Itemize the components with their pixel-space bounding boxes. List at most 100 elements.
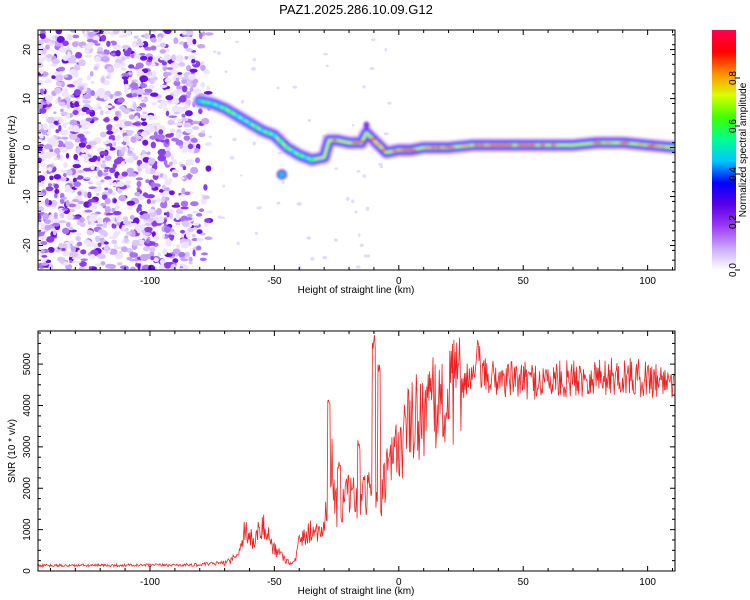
spectrogram-speckle xyxy=(188,261,193,265)
spectrogram-speckle xyxy=(159,258,165,265)
spectrogram-speckle xyxy=(46,236,55,243)
spectrogram-speckle xyxy=(62,55,69,61)
spectrogram-speckle xyxy=(203,90,213,95)
spectrogram-speckle xyxy=(151,220,159,227)
spectrogram-speckle xyxy=(199,257,207,261)
spectrogram-speckle xyxy=(69,260,73,264)
spectrogram-speckle xyxy=(54,116,61,120)
spectrogram-speckle xyxy=(96,156,101,162)
spectrogram-speckle xyxy=(58,101,66,107)
spectrogram-speckle xyxy=(133,35,139,39)
spectrogram-speckle xyxy=(167,99,172,103)
spectrogram-speckle xyxy=(148,84,155,90)
spectrogram-speckle xyxy=(189,87,194,92)
spectrogram-speckle xyxy=(159,42,166,48)
spectrogram-speckle xyxy=(146,151,151,156)
spectrogram-ytick-label: 10 xyxy=(22,93,33,105)
spectrogram-speckle xyxy=(153,257,159,263)
spectrogram-speckle xyxy=(184,251,190,258)
spectrogram-speckle xyxy=(362,85,366,89)
spectrogram-speckle xyxy=(39,135,44,139)
spectrogram-speckle xyxy=(115,123,124,128)
spectrogram-blob xyxy=(363,121,370,130)
spectrogram-speckle xyxy=(139,75,149,83)
spectrogram-ytick-label: -20 xyxy=(22,238,33,253)
spectrogram-speckle xyxy=(201,129,206,134)
colorbar-ticks: 0.0 0.2 0.4 0.6 0.8 xyxy=(728,71,740,277)
spectrogram-speckle xyxy=(66,112,71,119)
spectrogram-speckle xyxy=(84,54,93,58)
spectrogram-speckle xyxy=(47,183,53,187)
spectrogram-speckle xyxy=(41,257,48,262)
spectrogram-speckle xyxy=(50,63,58,67)
colorbar: 0.0 0.2 0.4 0.6 0.8 Normalized spectral ampl… xyxy=(712,30,749,277)
spectrogram-speckle xyxy=(112,30,120,35)
spectrogram-speckle xyxy=(325,64,329,68)
spectrogram-speckle xyxy=(159,264,165,270)
spectrogram-speckle xyxy=(125,146,129,153)
spectrogram-speckle xyxy=(83,130,91,135)
spectrogram-speckle xyxy=(66,214,74,221)
spectrogram-speckle xyxy=(359,243,364,248)
spectrogram-speckle xyxy=(178,95,187,103)
spectrogram-speckle xyxy=(121,56,126,61)
spectrogram-hotspot xyxy=(550,143,557,147)
spectrogram-speckle xyxy=(86,75,92,81)
spectrogram-speckle xyxy=(204,141,212,147)
spectrogram-speckle xyxy=(109,167,116,174)
spectrogram-speckle xyxy=(181,220,190,227)
spectrogram-speckle xyxy=(170,154,175,162)
spectrogram-speckle xyxy=(104,206,112,214)
spectrogram-speckle xyxy=(62,250,70,257)
spectrogram-speckle xyxy=(126,167,135,175)
spectrogram-speckle xyxy=(111,223,117,229)
spectrogram-speckle xyxy=(198,208,205,213)
spectrogram-speckle xyxy=(38,138,43,143)
spectrogram-speckle xyxy=(137,96,145,101)
spectrogram-speckle xyxy=(354,210,358,214)
spectrogram-speckle xyxy=(175,139,184,146)
spectrogram-speckle xyxy=(102,118,110,122)
spectrogram-speckle xyxy=(108,236,118,240)
spectrogram-speckle xyxy=(208,135,213,139)
colorbar-tick-label: 0.0 xyxy=(728,263,739,277)
spectrogram-speckle xyxy=(81,126,89,130)
spectrogram-speckle xyxy=(175,253,179,257)
spectrogram-hotspot xyxy=(646,144,658,147)
spectrogram-speckle xyxy=(93,35,100,42)
spectrogram-speckle xyxy=(57,96,62,104)
spectrogram-speckle xyxy=(128,64,135,69)
spectrogram-speckle xyxy=(159,84,168,88)
spectrogram-speckle xyxy=(40,200,46,206)
spectrogram-speckle xyxy=(65,221,71,228)
spectrogram-speckle xyxy=(73,89,82,97)
spectrogram-speckle xyxy=(125,180,132,185)
spectrogram-speckle xyxy=(104,241,109,245)
spectrogram-speckle xyxy=(94,263,102,267)
spectrogram-speckle xyxy=(60,136,69,140)
spectrogram-speckle xyxy=(181,85,188,93)
spectrogram-speckle xyxy=(72,34,80,39)
snr-series-line xyxy=(38,335,675,568)
spectrogram-speckle xyxy=(149,79,155,85)
spectrogram-speckle xyxy=(180,241,189,249)
spectrogram-blob xyxy=(278,171,285,178)
spectrogram-speckle xyxy=(145,179,150,183)
spectrogram-speckle xyxy=(137,204,142,209)
spectrogram-hotspot xyxy=(308,157,315,162)
spectrogram-speckle xyxy=(364,254,368,258)
spectrogram-speckle xyxy=(89,221,96,226)
spectrogram-speckle xyxy=(94,235,100,243)
spectrogram-hotspot xyxy=(283,145,290,150)
spectrogram-speckle xyxy=(157,154,167,162)
spectrogram-speckle xyxy=(146,127,156,132)
spectrogram-speckle xyxy=(72,110,79,116)
spectrogram-speckle xyxy=(104,187,109,191)
spectrogram-speckle xyxy=(276,86,280,90)
spectrogram-speckle xyxy=(121,44,130,50)
spectrogram-speckle xyxy=(131,40,139,48)
spectrogram-speckle xyxy=(131,53,135,59)
spectrogram-speckle xyxy=(83,191,88,198)
spectrogram-speckle xyxy=(105,212,114,216)
spectrogram-speckle xyxy=(105,75,110,79)
